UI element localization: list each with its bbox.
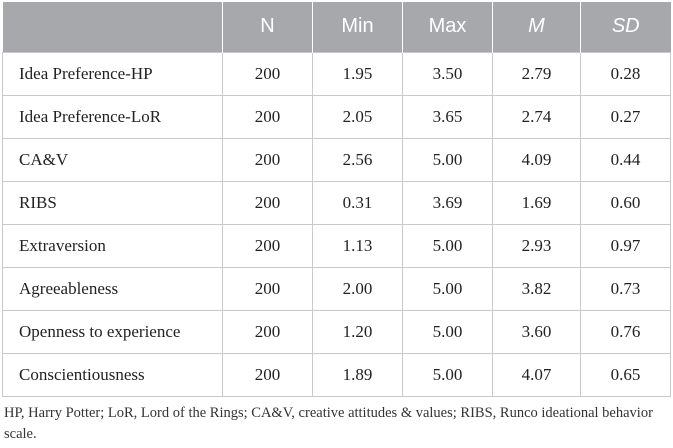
cell-mean: 3.60 xyxy=(492,309,581,354)
cell-sd: 0.44 xyxy=(580,137,671,182)
cell-max: 5.00 xyxy=(402,223,493,268)
row-label: CA&V xyxy=(2,137,223,182)
cell-n: 200 xyxy=(222,180,313,225)
cell-n: 200 xyxy=(222,137,313,182)
row-label: Conscientiousness xyxy=(2,352,223,397)
row-label: Idea Preference-HP xyxy=(2,51,223,96)
cell-max: 5.00 xyxy=(402,352,493,397)
cell-mean: 4.07 xyxy=(492,352,581,397)
table-row: RIBS 200 0.31 3.69 1.69 0.60 xyxy=(2,180,671,225)
cell-mean: 1.69 xyxy=(492,180,581,225)
cell-sd: 0.60 xyxy=(580,180,671,225)
cell-mean: 2.93 xyxy=(492,223,581,268)
table-row: Idea Preference-LoR 200 2.05 3.65 2.74 0… xyxy=(2,94,671,139)
cell-n: 200 xyxy=(222,223,313,268)
cell-sd: 0.97 xyxy=(580,223,671,268)
cell-n: 200 xyxy=(222,94,313,139)
cell-max: 3.65 xyxy=(402,94,493,139)
table-row: Extraversion 200 1.13 5.00 2.93 0.97 xyxy=(2,223,671,268)
cell-sd: 0.27 xyxy=(580,94,671,139)
header-variable xyxy=(3,2,223,52)
cell-sd: 0.65 xyxy=(580,352,671,397)
header-min: Min xyxy=(312,2,403,52)
descriptive-stats-table: N Min Max M SD Idea Preference-HP 200 1.… xyxy=(2,2,671,397)
cell-n: 200 xyxy=(222,309,313,354)
table-header-row: N Min Max M SD xyxy=(2,2,671,52)
cell-min: 1.13 xyxy=(312,223,403,268)
table-row: Agreeableness 200 2.00 5.00 3.82 0.73 xyxy=(2,266,671,311)
cell-mean: 4.09 xyxy=(492,137,581,182)
cell-n: 200 xyxy=(222,266,313,311)
cell-n: 200 xyxy=(222,51,313,96)
descriptive-stats-table-container: N Min Max M SD Idea Preference-HP 200 1.… xyxy=(2,2,671,397)
cell-sd: 0.76 xyxy=(580,309,671,354)
row-label: Idea Preference-LoR xyxy=(2,94,223,139)
table-row: CA&V 200 2.56 5.00 4.09 0.44 xyxy=(2,137,671,182)
header-max: Max xyxy=(402,2,493,52)
header-mean: M xyxy=(492,2,581,52)
cell-mean: 2.74 xyxy=(492,94,581,139)
cell-min: 2.00 xyxy=(312,266,403,311)
row-label: Agreeableness xyxy=(2,266,223,311)
cell-mean: 2.79 xyxy=(492,51,581,96)
cell-min: 2.05 xyxy=(312,94,403,139)
row-label: Extraversion xyxy=(2,223,223,268)
cell-max: 3.69 xyxy=(402,180,493,225)
cell-max: 3.50 xyxy=(402,51,493,96)
cell-sd: 0.73 xyxy=(580,266,671,311)
cell-max: 5.00 xyxy=(402,309,493,354)
cell-n: 200 xyxy=(222,352,313,397)
table-row: Conscientiousness 200 1.89 5.00 4.07 0.6… xyxy=(2,352,671,397)
cell-min: 1.20 xyxy=(312,309,403,354)
table-row: Openness to experience 200 1.20 5.00 3.6… xyxy=(2,309,671,354)
cell-max: 5.00 xyxy=(402,266,493,311)
cell-sd: 0.28 xyxy=(580,51,671,96)
header-sd: SD xyxy=(580,2,671,52)
row-label: Openness to experience xyxy=(2,309,223,354)
cell-min: 0.31 xyxy=(312,180,403,225)
table-footnote: HP, Harry Potter; LoR, Lord of the Rings… xyxy=(4,405,653,442)
cell-min: 2.56 xyxy=(312,137,403,182)
cell-min: 1.89 xyxy=(312,352,403,397)
row-label: RIBS xyxy=(2,180,223,225)
cell-min: 1.95 xyxy=(312,51,403,96)
table-row: Idea Preference-HP 200 1.95 3.50 2.79 0.… xyxy=(2,51,671,96)
cell-max: 5.00 xyxy=(402,137,493,182)
header-n: N xyxy=(222,2,313,52)
cell-mean: 3.82 xyxy=(492,266,581,311)
